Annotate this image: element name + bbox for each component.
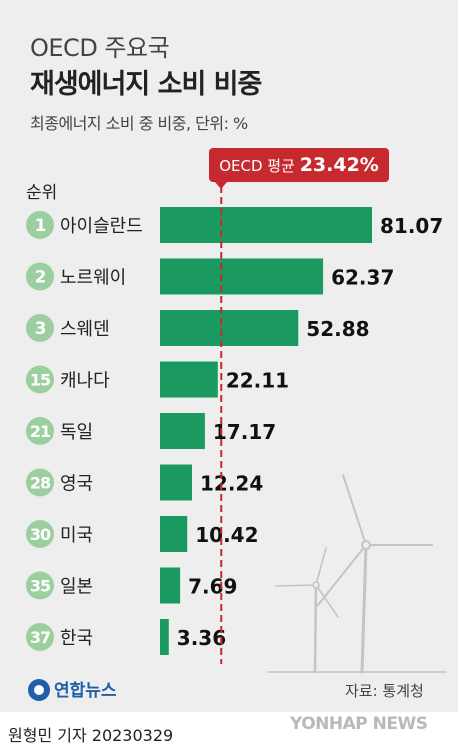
bar <box>160 567 181 604</box>
rank-badge <box>26 314 54 342</box>
country-label: 일본 <box>60 577 93 598</box>
bar <box>160 464 193 501</box>
rank-number: 1 <box>35 216 46 236</box>
subtitle: 최종에너지 소비 중 비중, 단위: % <box>30 114 248 133</box>
rank-badge <box>26 623 54 651</box>
country-label: 스웨덴 <box>60 319 110 340</box>
yonhap-logo: 연합뉴스 <box>28 676 117 701</box>
value-label: 62.37 <box>331 266 394 290</box>
rank-number: 3 <box>35 319 46 339</box>
country-label: 영국 <box>60 474 93 495</box>
oecd-average-pointer <box>215 182 228 189</box>
source-note: 자료: 통계청 <box>345 682 424 700</box>
rank-number: 28 <box>30 474 51 493</box>
bar <box>160 413 205 449</box>
rank-badge <box>26 262 54 291</box>
bar <box>160 619 169 655</box>
rank-badge <box>26 520 54 548</box>
oecd-average-label: OECD 평균 <box>219 157 295 175</box>
bar <box>160 258 324 295</box>
rank-number: 30 <box>30 525 51 544</box>
title-line-1: OECD 주요국 <box>30 34 170 62</box>
country-label: 노르웨이 <box>60 268 126 289</box>
oecd-average-callout: OECD 평균 23.42% <box>209 148 389 182</box>
value-label: 81.07 <box>380 214 443 238</box>
rank-badge <box>26 571 54 600</box>
value-label: 10.42 <box>195 523 258 547</box>
bar <box>160 516 188 552</box>
reporter-credit: 원형민 기자 20230329 <box>8 726 174 745</box>
wind-turbine-illustration <box>267 474 447 674</box>
bar <box>160 361 218 398</box>
rank-number: 35 <box>30 577 51 596</box>
bar <box>160 310 299 346</box>
rank-number: 21 <box>30 422 51 441</box>
value-label: 22.11 <box>226 369 289 393</box>
value-label: 52.88 <box>306 317 369 341</box>
country-label: 미국 <box>60 525 93 546</box>
country-label: 한국 <box>60 628 93 649</box>
value-label: 17.17 <box>213 420 276 444</box>
chart-panel <box>0 0 458 712</box>
chart-rows: 1 아이슬란드 81.07 2 노르웨이 62.37 3 스웨덴 52.88 15 캐나다 22.11… <box>26 207 443 655</box>
rank-badge <box>26 468 54 497</box>
bar <box>160 207 372 243</box>
country-label: 캐나다 <box>60 371 110 392</box>
yonhap-logo-text: 연합뉴스 <box>54 681 117 701</box>
rank-badge <box>26 211 54 239</box>
yonhap-news-watermark: YONHAP NEWS <box>290 714 428 734</box>
rank-number: 2 <box>35 268 46 288</box>
oecd-average-value: 23.42% <box>299 154 379 176</box>
rank-badge <box>26 417 54 445</box>
rank-number: 15 <box>30 371 51 390</box>
yonhap-logo-icon <box>28 679 50 701</box>
rank-number: 37 <box>30 628 50 647</box>
value-label: 7.69 <box>188 575 237 599</box>
value-label: 12.24 <box>200 472 263 496</box>
country-label: 독일 <box>60 422 93 443</box>
bar-chart: 1 아이슬란드 81.07 2 노르웨이 62.37 3 스웨덴 52.88 15 캐나다 22.11… <box>26 186 447 674</box>
rank-badge <box>26 365 54 394</box>
value-label: 3.36 <box>177 626 226 650</box>
rank-header: 순위 <box>26 183 58 203</box>
title-line-2: 재생에너지 소비 비중 <box>30 69 262 100</box>
country-label: 아이슬란드 <box>60 216 143 237</box>
